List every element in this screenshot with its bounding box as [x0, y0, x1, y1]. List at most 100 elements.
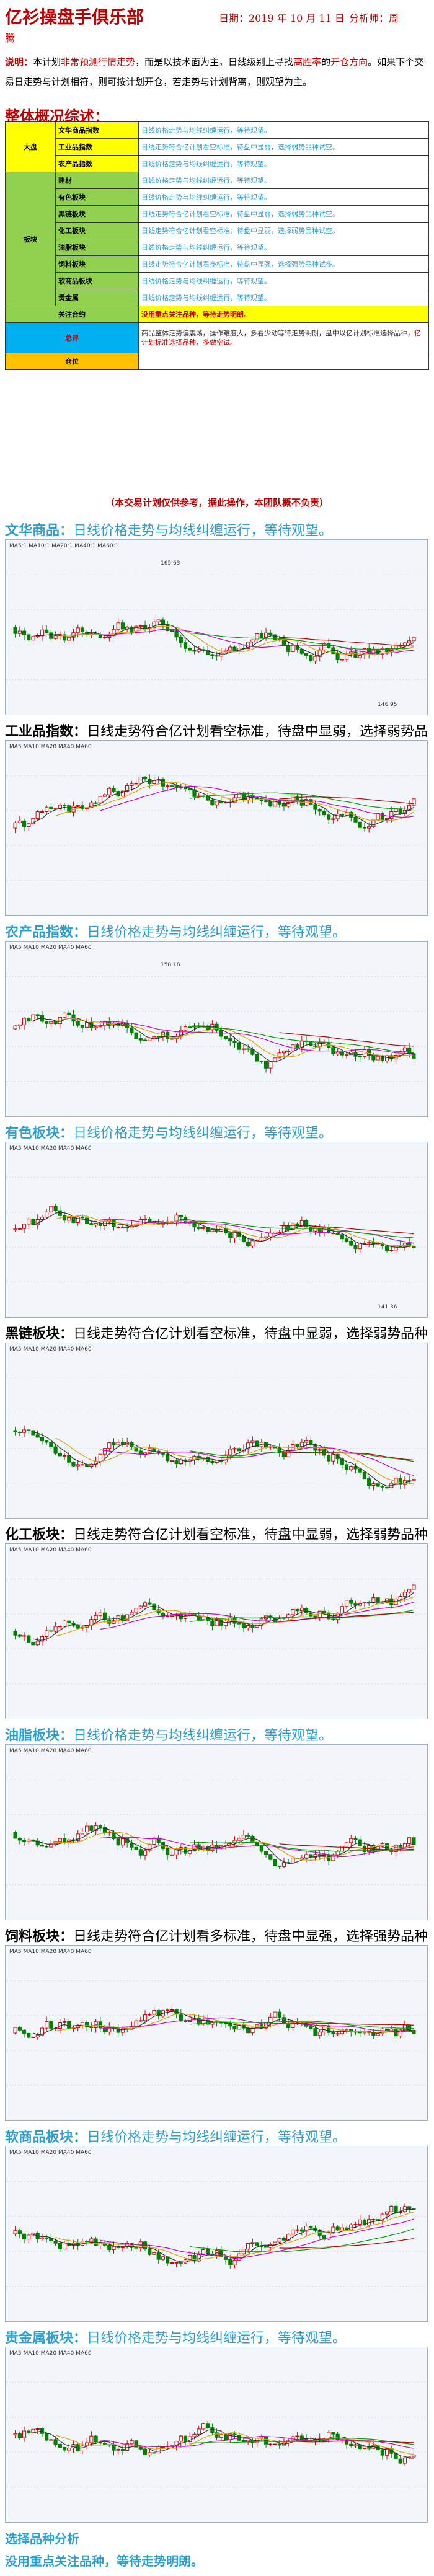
candle-body [138, 2446, 143, 2450]
block-title: 有色板块：日线价格走势与均线纠缠运行，等待观望。 [5, 1122, 332, 1142]
candle-body [309, 2026, 313, 2029]
candle-body [170, 2262, 174, 2264]
candle-body [384, 2211, 389, 2215]
candle-body [22, 1224, 27, 1229]
block-key: 有色板块： [5, 1125, 74, 1141]
candle-body [89, 1825, 94, 1831]
candle-body [340, 813, 344, 816]
candle-body [166, 2256, 170, 2264]
ma-line [33, 779, 414, 826]
ma-legend: MA5:1 MA10:1 MA20:1 MA40:1 MA60:1 [9, 543, 118, 549]
candle-body [174, 1460, 179, 1465]
candle-body [246, 1242, 250, 1246]
candle-body [22, 2029, 27, 2034]
ma-line [100, 2218, 414, 2259]
candle-body [259, 1061, 264, 1062]
candle-body [13, 2230, 17, 2234]
candle-body [273, 2241, 277, 2245]
candle-body [156, 1609, 161, 1613]
candle-body [215, 1460, 219, 1463]
candle-body [223, 1843, 228, 1846]
candle-body [398, 1596, 402, 1600]
candle-body [358, 1468, 362, 1473]
candle-body [134, 2440, 138, 2448]
candle-body [174, 630, 179, 638]
candle-body [170, 630, 174, 632]
candle-body [412, 2455, 416, 2458]
candle-body [362, 2446, 367, 2450]
candle-body [62, 2021, 67, 2024]
table-row: 农产品指数 日线价格走势与均线纠缠运行，等待观望。 [6, 155, 429, 172]
candle-body [170, 2009, 174, 2011]
candle-body [335, 1052, 340, 1054]
candle-body [67, 805, 71, 813]
candle-body [67, 2021, 71, 2029]
candle-body [246, 1835, 250, 1837]
candle-body [237, 2253, 241, 2261]
row-name: 农产品指数 [55, 155, 139, 172]
candle-body [53, 2241, 58, 2244]
candle-body [40, 1437, 45, 1442]
candle-body [219, 652, 223, 657]
candle-body [353, 1838, 358, 1840]
candle-body [384, 1055, 389, 1061]
candle-body [112, 1442, 116, 1445]
candle-body [45, 629, 49, 633]
candle-body [246, 1625, 250, 1629]
candle-body [197, 2428, 201, 2435]
candle-body [331, 1854, 335, 1861]
block-text: 日线价格走势与均线纠缠运行，等待观望。 [87, 2331, 347, 2346]
candle-body [206, 1025, 210, 1031]
candle-body [277, 1052, 281, 1059]
candle-body [27, 1429, 31, 1431]
candle-body [281, 1862, 286, 1867]
candle-body [327, 2025, 331, 2033]
candle-body [40, 2237, 45, 2239]
candle-body [27, 823, 31, 827]
candle-body [353, 1466, 358, 1470]
candle-body [179, 2435, 183, 2442]
market-label: 大盘 [5, 121, 56, 172]
candle-body [228, 1038, 232, 1042]
candle-body [183, 1026, 188, 1031]
candle-body [255, 633, 259, 640]
candle-body [232, 2259, 237, 2265]
ma-line [190, 2438, 414, 2445]
kline-chart-svg: MA5 MA10 MA20 MA40 MA60 [6, 1547, 427, 1685]
candle-body [304, 2226, 309, 2232]
candle-body [380, 2028, 384, 2034]
candle-body [31, 2233, 35, 2236]
candle-body [138, 1605, 143, 1609]
candle-body [67, 1217, 71, 1221]
sector-label: 板块 [5, 172, 56, 306]
note-highlight: 高胜率 [293, 56, 322, 68]
candle-body [40, 1636, 45, 1642]
ma-legend: MA5 MA10 MA20 MA40 MA60 [9, 2350, 92, 2357]
candle-body [107, 1442, 112, 1449]
candle-body [112, 629, 116, 637]
candle-body [58, 2243, 62, 2250]
candle-body [80, 2445, 85, 2451]
candle-body [232, 1231, 237, 1239]
candle-body [299, 1442, 304, 1447]
candle-body [170, 785, 174, 787]
kline-chart: MA5 MA10 MA20 MA40 MA60 158.18 [5, 941, 428, 1117]
candle-body [58, 1626, 62, 1628]
candle-body [53, 635, 58, 639]
candle-body [286, 801, 291, 807]
candle-body [85, 2241, 89, 2243]
block-key: 饲料板块： [5, 1928, 74, 1944]
candle-body [384, 2028, 389, 2031]
candle-body [268, 2443, 273, 2445]
candle-body [331, 2432, 335, 2435]
candle-body [206, 2249, 210, 2254]
candle-body [210, 654, 215, 656]
footer-title: 选择品种分析 [5, 2531, 79, 2546]
candle-body [183, 1847, 188, 1854]
candle-body [35, 2428, 40, 2430]
candle-body [85, 1217, 89, 1224]
candle-body [281, 803, 286, 807]
candle-body [219, 1619, 223, 1626]
candle-body [53, 1626, 58, 1632]
candle-body [286, 1225, 291, 1230]
